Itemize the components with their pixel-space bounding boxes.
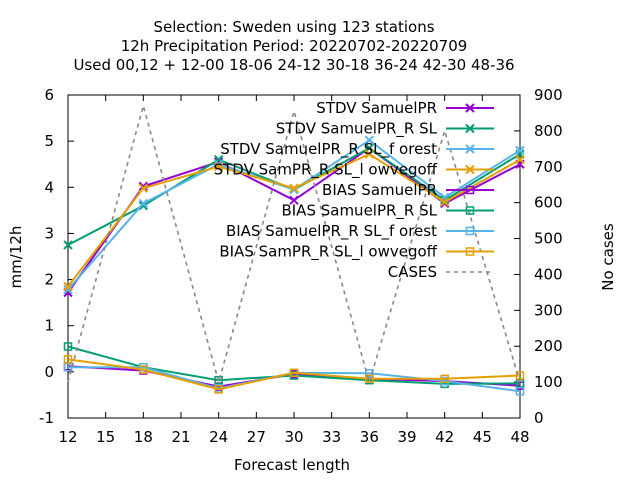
x-tick-label: 42 xyxy=(435,428,454,446)
x-tick-label: 24 xyxy=(209,428,228,446)
y2-tick-label: 500 xyxy=(534,230,563,248)
data-point xyxy=(465,206,475,215)
x-tick-label: 15 xyxy=(96,428,115,446)
data-point xyxy=(364,135,375,145)
data-point xyxy=(465,247,475,256)
x-tick-label: 45 xyxy=(473,428,492,446)
data-point xyxy=(139,365,148,374)
data-point xyxy=(465,226,475,236)
y-tick-label: 2 xyxy=(44,271,54,289)
y-tick-label: 5 xyxy=(44,132,54,150)
data-point xyxy=(63,281,73,292)
data-point xyxy=(214,375,223,385)
y2-tick-label: 900 xyxy=(534,86,563,104)
data-point xyxy=(365,374,374,384)
axes: 12 15 18 21 24 27 30 33 36 39 42 45 48-1012345601002… xyxy=(39,86,563,446)
data-point xyxy=(515,154,525,165)
data-point xyxy=(364,149,375,159)
legend-label: STDV SamuelPR xyxy=(316,99,437,117)
data-point xyxy=(63,355,73,364)
y2-tick-label: 100 xyxy=(534,373,563,391)
data-point xyxy=(465,144,475,154)
y2-tick-label: 0 xyxy=(534,409,544,427)
data-point xyxy=(440,374,449,384)
data-point xyxy=(289,368,299,378)
y2-tick-label: 200 xyxy=(534,337,563,355)
series-line xyxy=(67,358,521,391)
series-7 xyxy=(63,355,525,394)
data-point xyxy=(465,123,475,134)
x-tick-label: 30 xyxy=(284,428,303,446)
y2-tick-label: 700 xyxy=(534,158,563,176)
chart-title-line: 12h Precipitation Period: 20220702-20220… xyxy=(121,37,468,55)
chart-title-line: Selection: Sweden using 123 stations xyxy=(153,18,434,36)
data-point xyxy=(138,198,149,209)
data-point xyxy=(515,386,525,396)
legend-label: BIAS SamPR_R SL_l owvegoff xyxy=(219,243,437,262)
data-point xyxy=(465,185,475,195)
y2-tick-label: 400 xyxy=(534,265,563,283)
data-point xyxy=(465,103,475,113)
data-point xyxy=(365,368,374,378)
chart-title-line: Used 00,12 + 12-00 18-06 24-12 30-18 36-… xyxy=(73,56,514,74)
x-axis-label: Forecast length xyxy=(234,456,350,474)
y-axis-label: mm/12h xyxy=(7,226,25,289)
series-3 xyxy=(63,149,525,292)
x-tick-label: 12 xyxy=(58,428,77,446)
data-point xyxy=(63,240,73,250)
x-tick-label: 27 xyxy=(247,428,266,446)
x-tick-label: 39 xyxy=(397,428,416,446)
plot-area xyxy=(63,102,525,396)
x-tick-label: 21 xyxy=(171,428,190,446)
y2-axis-label: No cases xyxy=(599,223,617,291)
x-tick-label: 48 xyxy=(510,428,529,446)
legend-label: BIAS SamuelPR_R SL xyxy=(281,202,437,221)
series-5 xyxy=(63,342,525,389)
data-point xyxy=(439,197,450,207)
legend-label: CASES xyxy=(388,263,437,281)
data-point xyxy=(439,195,450,205)
data-point xyxy=(63,342,73,351)
legend-label: BIAS SamuelPR_R SL_f orest xyxy=(226,222,437,241)
x-tick-label: 33 xyxy=(322,428,341,446)
data-point xyxy=(214,385,223,394)
x-tick-label: 36 xyxy=(360,428,379,446)
data-point xyxy=(289,195,299,205)
y-tick-label: -1 xyxy=(39,409,54,427)
data-point xyxy=(515,371,525,380)
y-tick-label: 6 xyxy=(44,86,54,104)
y-tick-label: 0 xyxy=(44,363,54,381)
legend-label: BIAS SamuelPR xyxy=(322,181,437,199)
data-point xyxy=(515,145,525,156)
chart-title: Selection: Sweden using 123 stations12h … xyxy=(73,18,514,74)
data-point xyxy=(289,183,299,193)
legend-label: STDV SamuelPR_R SL_f orest xyxy=(220,140,437,159)
y2-tick-label: 300 xyxy=(534,301,563,319)
legend-label: STDV SamuelPR_R SL xyxy=(276,120,438,139)
y2-tick-label: 600 xyxy=(534,194,563,212)
data-point xyxy=(138,183,149,193)
y-tick-label: 4 xyxy=(44,178,54,196)
data-point xyxy=(138,181,149,192)
data-point xyxy=(213,161,224,172)
legend-label: STDV SamPR_R SL_l owvegoff xyxy=(214,161,438,180)
y-tick-label: 3 xyxy=(44,224,54,242)
data-point xyxy=(63,285,73,295)
x-tick-label: 18 xyxy=(134,428,153,446)
y-tick-label: 1 xyxy=(44,317,54,335)
data-point xyxy=(63,362,73,372)
data-point xyxy=(465,164,475,175)
y2-tick-label: 800 xyxy=(534,122,563,140)
